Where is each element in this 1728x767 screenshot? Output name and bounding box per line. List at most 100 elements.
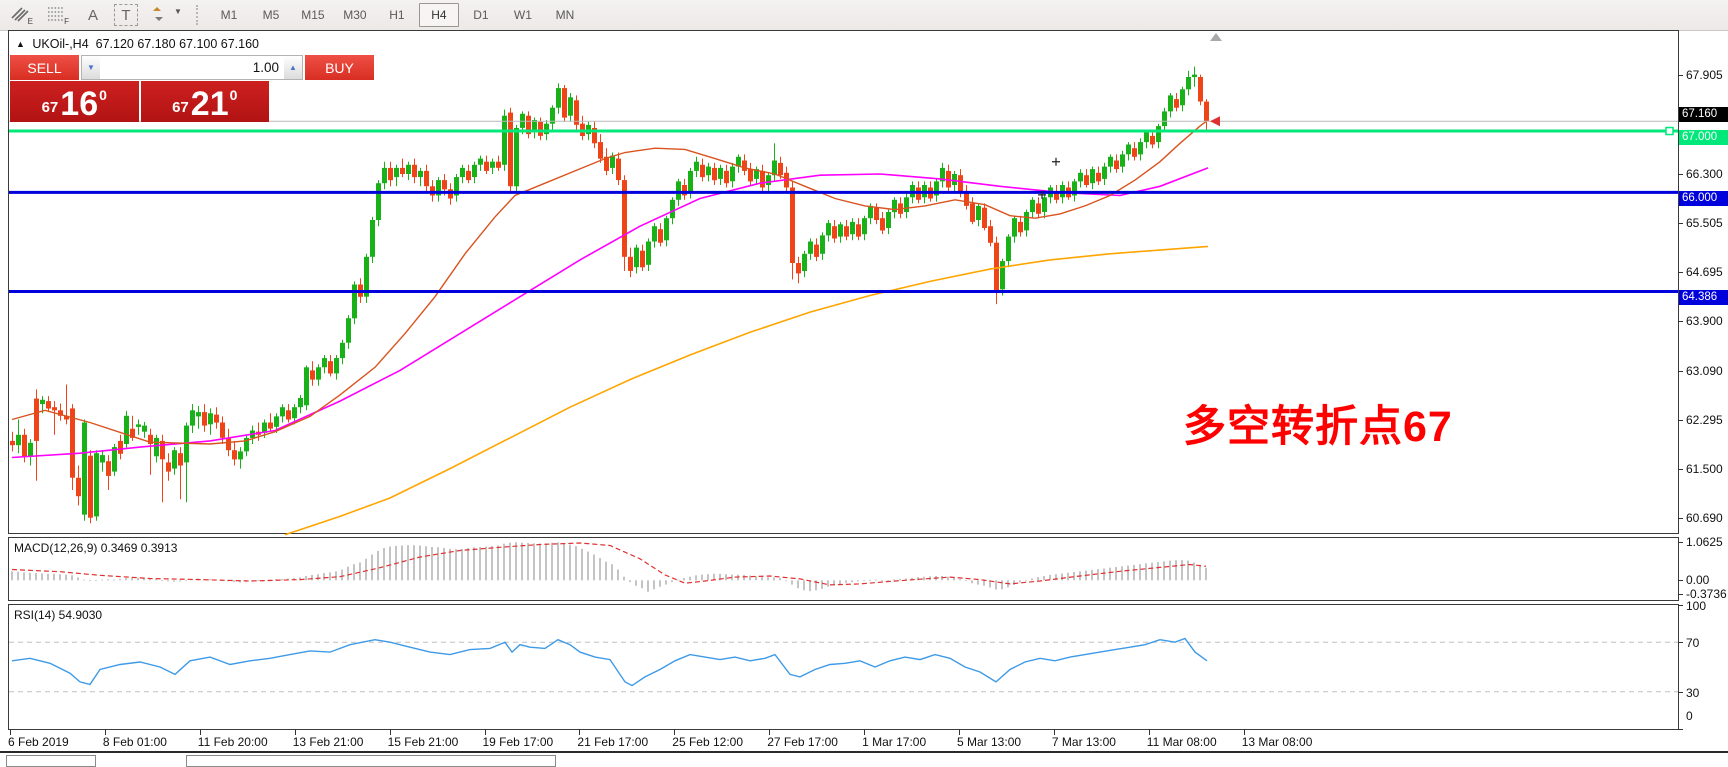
time-axis-label: 15 Feb 21:00: [387, 735, 459, 749]
volume-spinner: ▼ ▲: [81, 55, 303, 80]
volume-decrease-button[interactable]: ▼: [82, 56, 100, 79]
timeframe-button-H4[interactable]: H4: [418, 3, 459, 27]
macd-axis-tick: [1678, 593, 1683, 595]
time-axis-tick: [484, 730, 486, 735]
price-axis-tick: [1678, 419, 1683, 421]
icon-sub-label: E: [27, 17, 33, 26]
price-axis-tick: [1678, 222, 1683, 224]
price-axis-tick: [1678, 75, 1683, 77]
macd-indicator-label: MACD(12,26,9) 0.3469 0.3913: [14, 541, 178, 555]
time-axis-tick: [1243, 730, 1245, 735]
ohlc-high: 67.180: [137, 37, 176, 51]
time-axis-label: 5 Mar 13:00: [957, 735, 1022, 749]
price-tag-66.000: 66.000: [1679, 191, 1728, 207]
rsi-axis-label: 30: [1686, 685, 1700, 700]
time-axis-tick: [674, 730, 676, 735]
time-axis-label: 13 Feb 21:00: [292, 735, 364, 749]
time-axis-tick: [294, 730, 296, 735]
ohlc-open: 67.120: [95, 37, 134, 51]
chart-shift-marker-icon[interactable]: [1210, 33, 1222, 41]
volume-increase-button[interactable]: ▲: [284, 56, 302, 79]
rsi-panel[interactable]: [8, 604, 1679, 730]
text-label-icon[interactable]: A: [87, 7, 98, 24]
price-tag-67.160: 67.160: [1679, 107, 1728, 123]
price-axis-tick: [1678, 321, 1683, 323]
time-axis-tick: [1053, 730, 1055, 735]
time-axis-label: 6 Feb 2019: [8, 735, 69, 749]
rsi-axis-label: 100: [1686, 599, 1707, 613]
price-tag-67.000: 67.000: [1679, 130, 1728, 146]
chart-header: ▲ UKOil-,H4 67.120 67.180 67.100 67.160: [16, 37, 259, 51]
rsi-axis-tick: [1678, 605, 1683, 606]
price-axis-label: 67.905: [1686, 68, 1723, 83]
text-box-icon[interactable]: T: [114, 4, 138, 26]
buy-button[interactable]: BUY: [305, 55, 374, 80]
time-axis-label: 7 Mar 13:00: [1051, 735, 1116, 749]
buy-price-big: 21: [190, 85, 229, 123]
price-axis-label: 60.690: [1686, 511, 1723, 526]
chart-annotation-text: 多空转折点67: [1183, 403, 1453, 451]
timeframe-button-M30[interactable]: M30: [343, 8, 367, 22]
rsi-indicator-label: RSI(14) 54.9030: [14, 608, 103, 622]
buy-price-prefix: 67: [172, 99, 189, 116]
timeframe-bar: M1 M5 M15 M30 H1 H4 D1 W1 MN: [208, 3, 586, 27]
buy-price-sup: 0: [229, 87, 238, 103]
time-axis-label: 11 Mar 08:00: [1146, 735, 1217, 749]
timeframe-button-M5[interactable]: M5: [262, 8, 280, 22]
price-axis-tick: [1678, 518, 1683, 520]
toolbar: E F A T ▼ M1 M5 M15 M30 H1 H4 D1 W1 MN: [0, 0, 1728, 31]
sell-price-prefix: 67: [41, 99, 59, 116]
rsi-axis-label: 70: [1686, 636, 1700, 651]
time-axis-label: 21 Feb 17:00: [577, 735, 649, 749]
time-axis-label: 11 Feb 20:00: [197, 735, 268, 749]
price-axis-tick: [1678, 272, 1683, 274]
timeframe-button-M1[interactable]: M1: [220, 8, 238, 22]
time-axis-label: 27 Feb 17:00: [767, 735, 838, 749]
price-axis-label: 61.500: [1686, 461, 1723, 476]
sell-price-big: 16: [60, 85, 99, 123]
time-axis-tick: [199, 730, 201, 735]
macd-axis-label: 0.00: [1686, 573, 1710, 588]
expert-advisors-icon[interactable]: E: [6, 3, 36, 27]
rsi-axis-label: 0: [1686, 709, 1693, 723]
timeframe-button-W1[interactable]: W1: [513, 8, 532, 22]
arrange-objects-icon[interactable]: [144, 3, 174, 27]
sell-price-panel[interactable]: 67 16 0: [10, 81, 139, 122]
buy-price-panel[interactable]: 67 21 0: [140, 81, 269, 123]
timeframe-button-D1[interactable]: D1: [473, 8, 489, 22]
ohlc-low: 67.100: [179, 37, 218, 51]
time-axis-tick: [10, 730, 11, 735]
sell-button[interactable]: SELL: [10, 55, 79, 80]
sell-price-sup: 0: [99, 87, 107, 103]
price-axis-label: 66.300: [1686, 166, 1723, 181]
price-axis-label: 63.090: [1686, 363, 1723, 378]
price-axis-tick: [1678, 468, 1683, 470]
grid-pattern-icon[interactable]: F: [42, 3, 72, 27]
macd-axis-label: 1.0625: [1686, 535, 1723, 550]
time-axis-tick: [864, 730, 866, 735]
icon-sub-label: F: [64, 17, 69, 26]
macd-axis-label: -0.3736: [1686, 586, 1727, 601]
rsi-axis-tick: [1678, 729, 1683, 730]
time-axis-label: 25 Feb 12:00: [672, 735, 744, 749]
rsi-axis-tick: [1678, 691, 1683, 693]
time-axis-tick: [959, 730, 960, 735]
timeframe-button-H1[interactable]: H1: [389, 8, 405, 22]
price-axis-label: 64.695: [1686, 265, 1723, 280]
time-axis-label: 13 Mar 08:00: [1241, 735, 1313, 749]
timeframe-button-M15[interactable]: M15: [301, 8, 325, 22]
macd-panel[interactable]: [8, 537, 1679, 601]
chevron-down-icon[interactable]: ▼: [174, 6, 182, 16]
price-axis-label: 63.900: [1686, 314, 1723, 329]
toolbar-grip[interactable]: [195, 5, 198, 25]
time-axis-tick: [104, 730, 106, 735]
volume-input[interactable]: [100, 56, 284, 79]
time-axis-tick: [389, 730, 391, 735]
timeframe-button-MN[interactable]: MN: [555, 8, 575, 22]
ohlc-close: 67.160: [220, 37, 260, 51]
rsi-axis-tick: [1678, 642, 1683, 644]
symbol-expander-icon[interactable]: ▲: [16, 39, 25, 49]
price-tag-64.386: 64.386: [1679, 290, 1728, 306]
time-axis-label: 8 Feb 01:00: [102, 735, 167, 749]
